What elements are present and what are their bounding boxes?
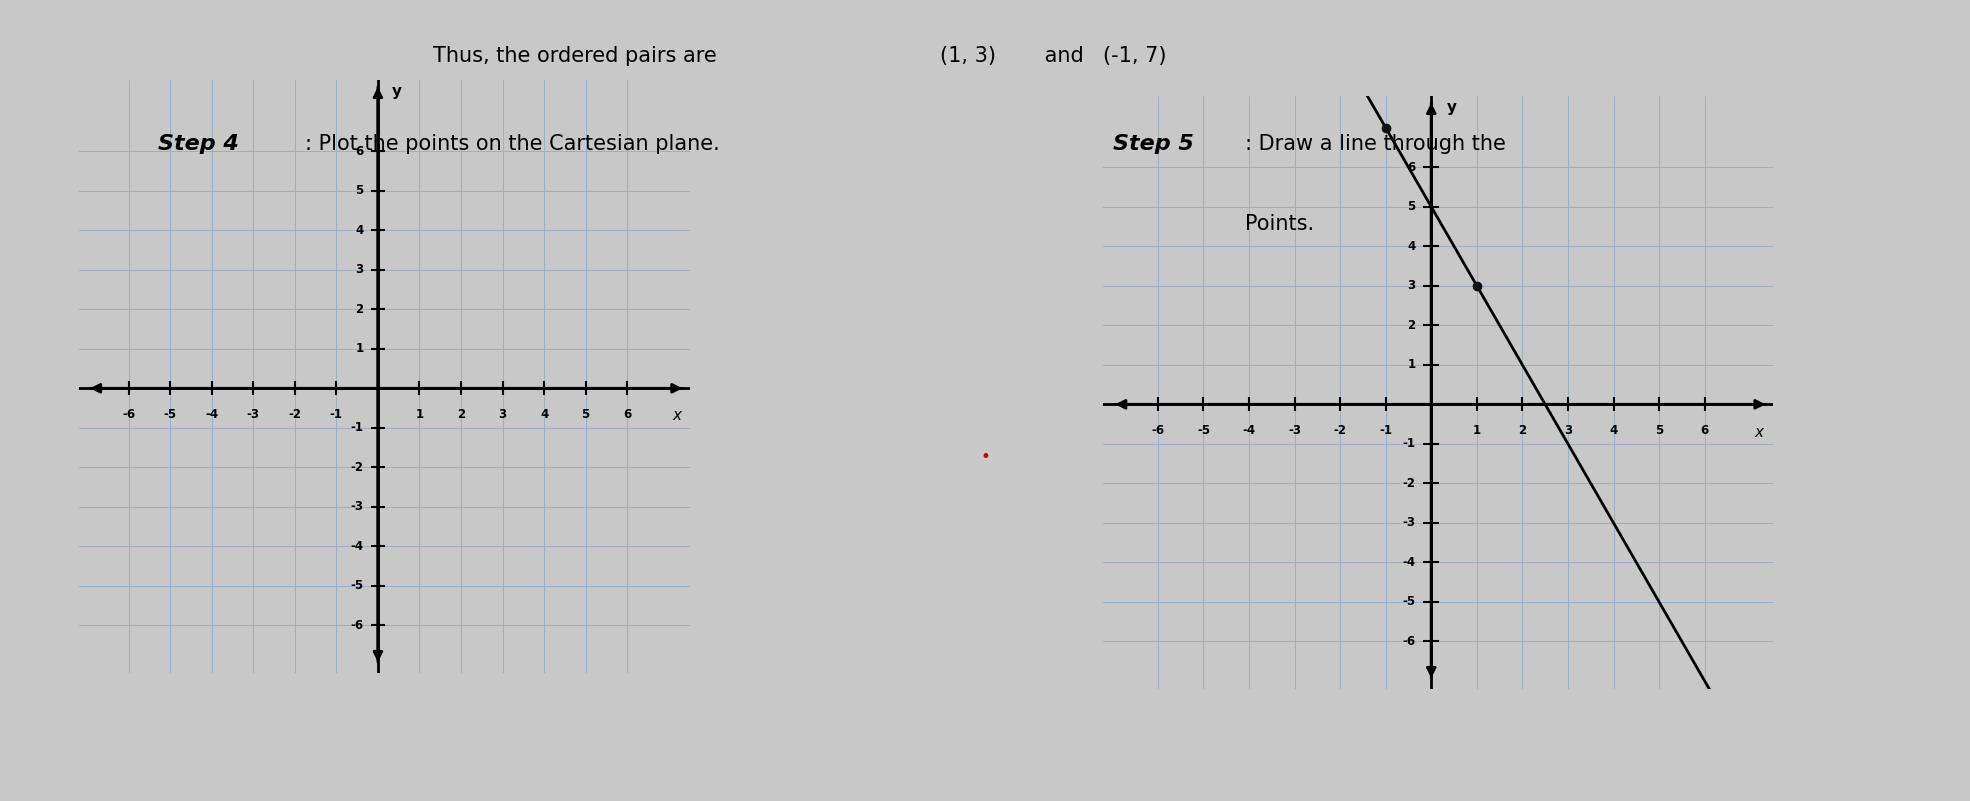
Text: 2: 2 xyxy=(355,303,362,316)
Text: : Plot the points on the Cartesian plane.: : Plot the points on the Cartesian plane… xyxy=(305,135,721,154)
Text: -2: -2 xyxy=(1403,477,1414,490)
Text: -2: -2 xyxy=(1334,424,1347,437)
Text: 4: 4 xyxy=(540,408,548,421)
Text: (1, 3): (1, 3) xyxy=(940,46,995,66)
Text: y: y xyxy=(392,84,402,99)
Text: 3: 3 xyxy=(1564,424,1572,437)
Text: 4: 4 xyxy=(1407,239,1414,253)
Text: -6: -6 xyxy=(122,408,136,421)
Text: x: x xyxy=(1755,425,1763,440)
Text: -3: -3 xyxy=(1403,517,1414,529)
Text: 1: 1 xyxy=(1474,424,1481,437)
Text: 3: 3 xyxy=(498,408,506,421)
Text: Step 4: Step 4 xyxy=(158,135,238,154)
Text: 3: 3 xyxy=(1407,280,1414,292)
Text: -4: -4 xyxy=(351,540,362,553)
Text: -3: -3 xyxy=(351,501,362,513)
Text: (-1, 7): (-1, 7) xyxy=(1103,46,1166,66)
Text: 1: 1 xyxy=(355,342,362,356)
Text: -1: -1 xyxy=(1403,437,1414,450)
Text: 1: 1 xyxy=(1407,358,1414,372)
Text: Step 5: Step 5 xyxy=(1113,135,1194,154)
Text: y: y xyxy=(1446,100,1456,115)
Text: 2: 2 xyxy=(457,408,465,421)
Text: -4: -4 xyxy=(205,408,219,421)
Text: 3: 3 xyxy=(355,264,362,276)
Text: -2: -2 xyxy=(288,408,301,421)
Text: x: x xyxy=(672,409,682,424)
Text: 6: 6 xyxy=(1700,424,1708,437)
Text: •: • xyxy=(979,448,991,465)
Text: 5: 5 xyxy=(355,184,362,197)
Text: 5: 5 xyxy=(581,408,589,421)
Text: -5: -5 xyxy=(351,579,362,593)
Text: -6: -6 xyxy=(1403,635,1414,648)
Text: Thus, the ordered pairs are: Thus, the ordered pairs are xyxy=(433,46,723,66)
Text: and: and xyxy=(1038,46,1091,66)
Text: -1: -1 xyxy=(351,421,362,434)
Text: 5: 5 xyxy=(1655,424,1663,437)
Text: 4: 4 xyxy=(355,223,362,237)
Text: -5: -5 xyxy=(1403,595,1414,609)
Text: 4: 4 xyxy=(1609,424,1617,437)
Text: -3: -3 xyxy=(246,408,260,421)
Text: -2: -2 xyxy=(351,461,362,474)
Text: -3: -3 xyxy=(1288,424,1300,437)
Text: -1: -1 xyxy=(1379,424,1393,437)
Text: 6: 6 xyxy=(623,408,630,421)
Text: 2: 2 xyxy=(1407,319,1414,332)
Text: -1: -1 xyxy=(329,408,343,421)
Text: -6: -6 xyxy=(351,619,362,632)
Text: -5: -5 xyxy=(164,408,177,421)
Text: Points.: Points. xyxy=(1245,215,1314,234)
Text: -4: -4 xyxy=(1243,424,1255,437)
Text: : Draw a line through the: : Draw a line through the xyxy=(1245,135,1505,154)
Text: -5: -5 xyxy=(1198,424,1210,437)
Text: 5: 5 xyxy=(1407,200,1414,213)
Text: -6: -6 xyxy=(1150,424,1164,437)
Text: -4: -4 xyxy=(1403,556,1414,569)
Text: 6: 6 xyxy=(355,145,362,158)
Text: 6: 6 xyxy=(1407,161,1414,174)
Text: 1: 1 xyxy=(416,408,424,421)
Text: 2: 2 xyxy=(1519,424,1527,437)
